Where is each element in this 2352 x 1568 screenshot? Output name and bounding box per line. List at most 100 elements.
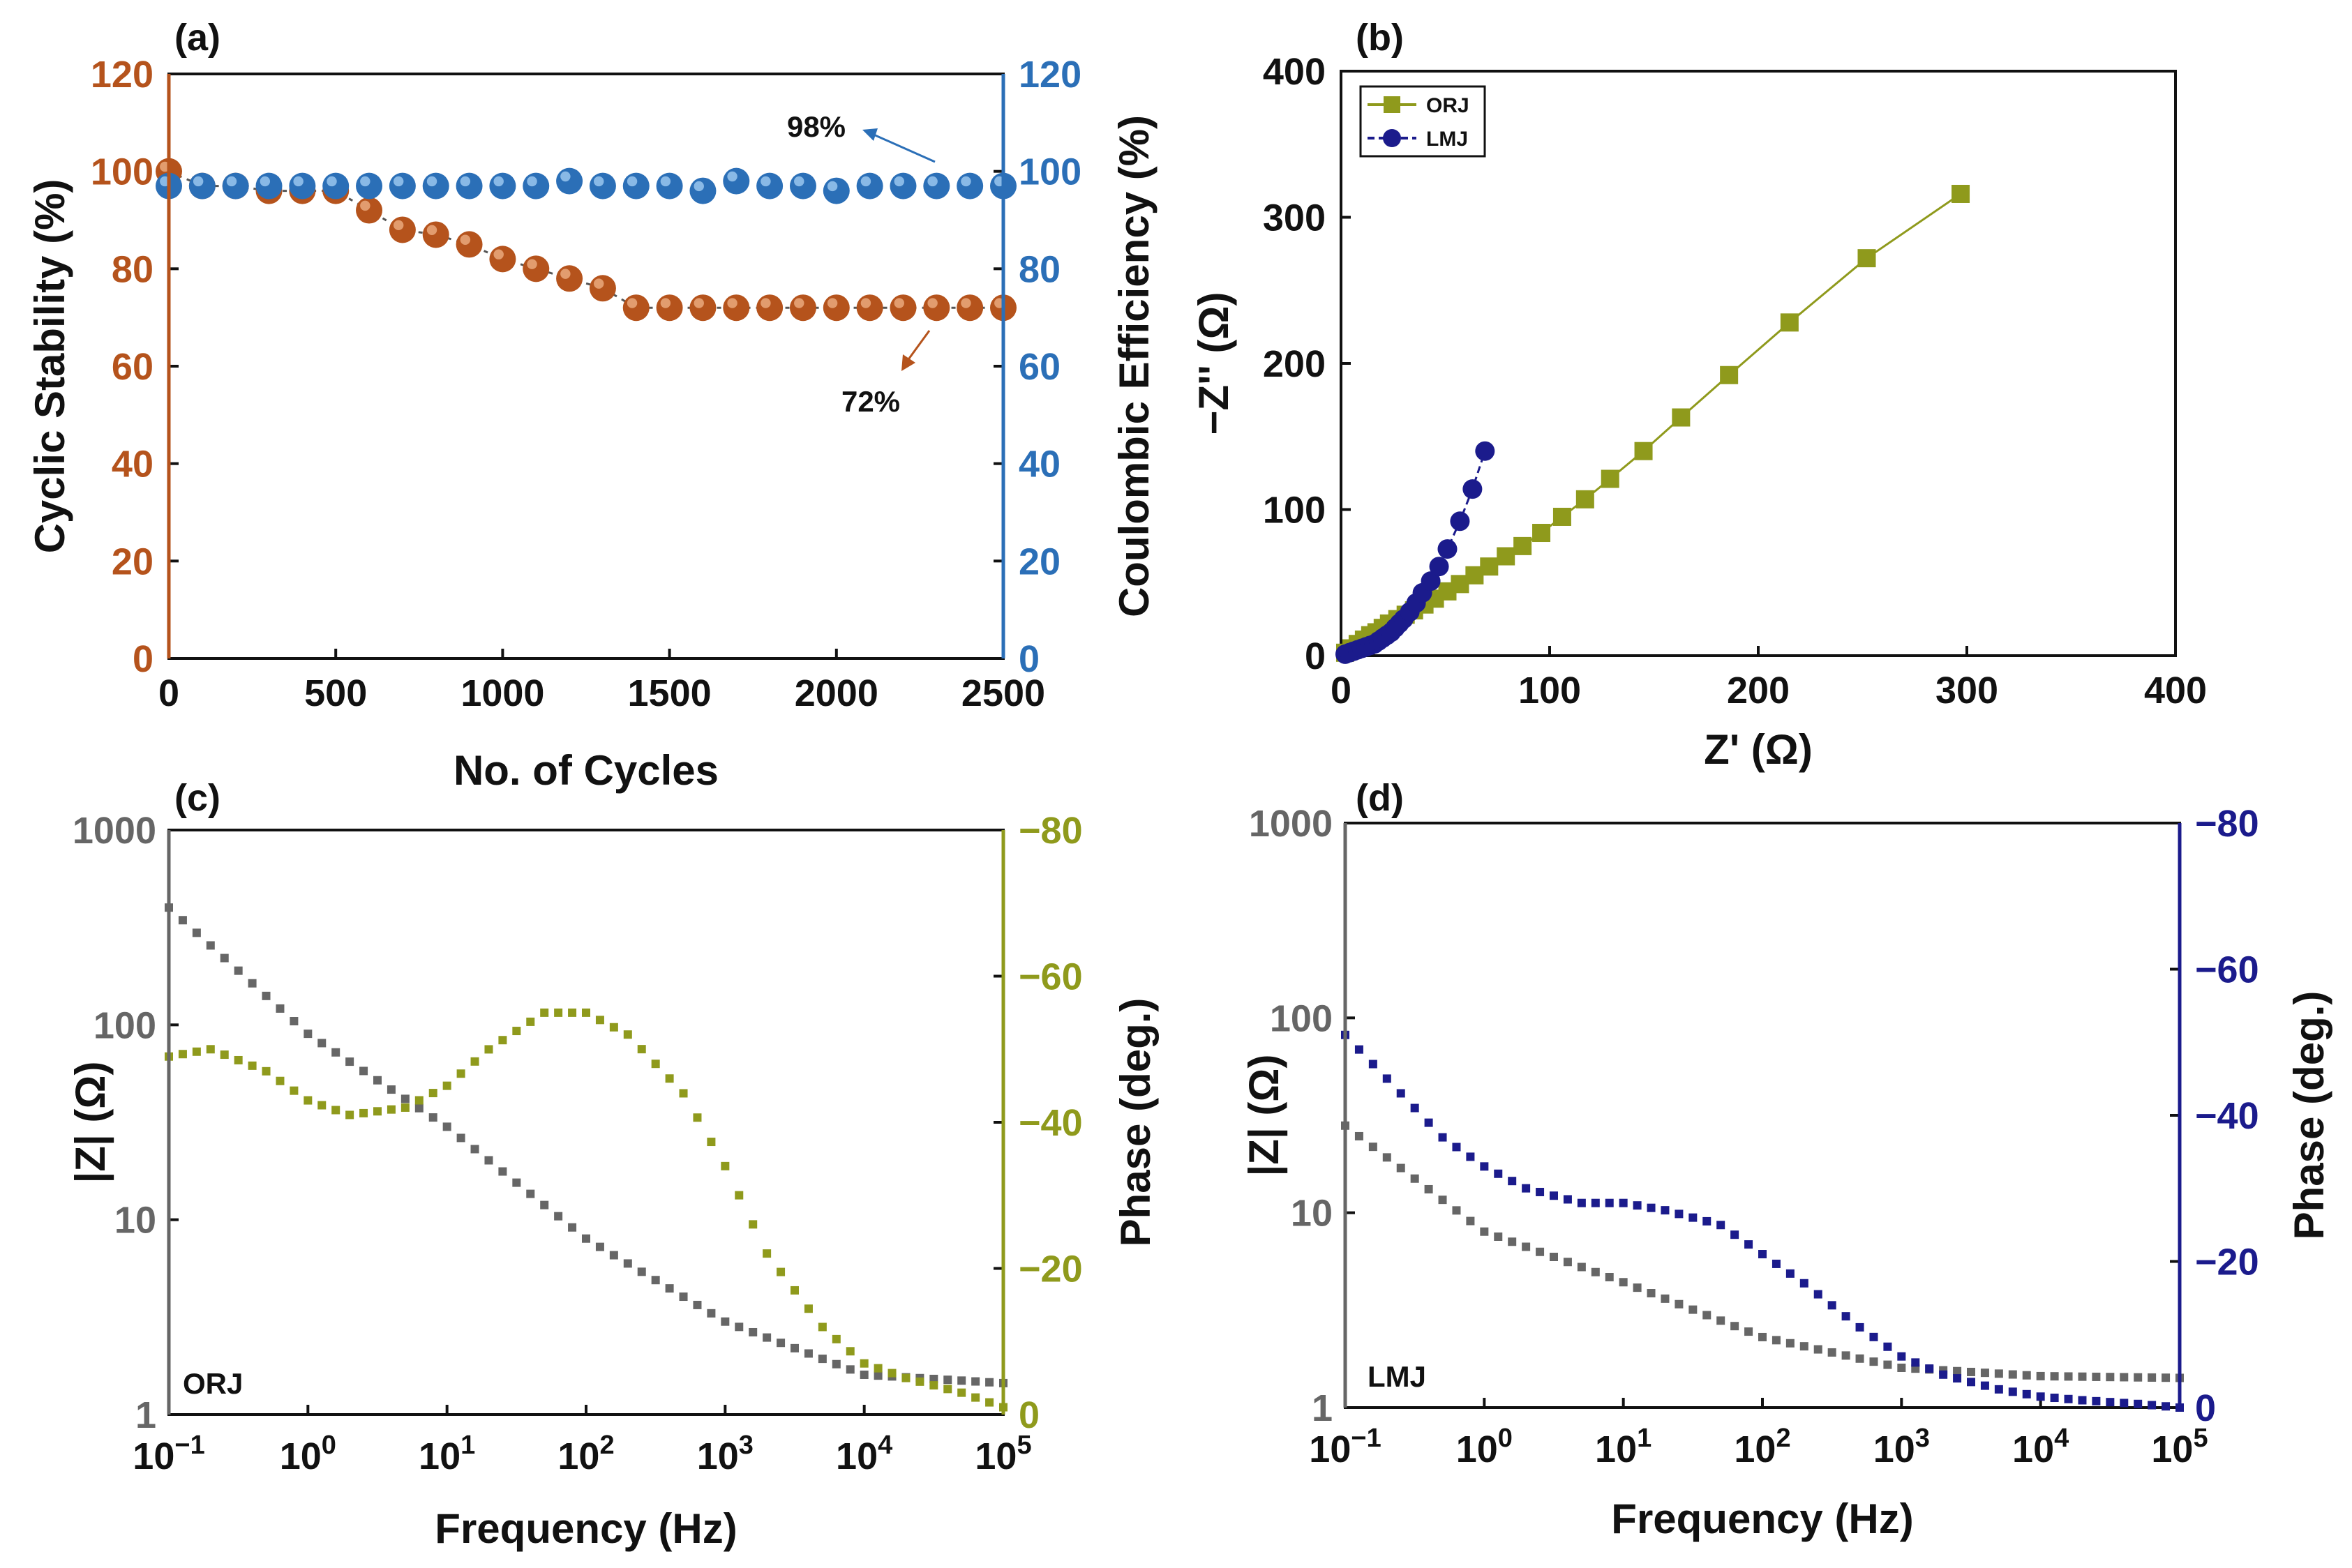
c-phase-point: [428, 1089, 437, 1098]
panel-c: (c) ORJ 10−1 100 101 102 103 104 105 1 10 100 1000…: [67, 777, 1159, 1552]
c-ylabel: |Z| (Ω): [67, 1062, 114, 1184]
b-legend: ORJ LMJ: [1359, 85, 1486, 158]
c-impedance-point: [512, 1178, 521, 1187]
a-stability-point: [823, 294, 850, 322]
c-impedance-point: [943, 1375, 952, 1385]
a-annotation-98: 98%: [787, 110, 846, 143]
b-lmj-point: [1462, 479, 1483, 499]
a-stability-point: [589, 275, 616, 302]
a-y2tick-label: 40: [1019, 444, 1061, 485]
d-phase-point: [1410, 1103, 1419, 1113]
a-xtick-label: 0: [158, 672, 179, 714]
d-impedance-point: [2022, 1371, 2031, 1380]
c-xtick-label: 104: [836, 1431, 892, 1477]
d-phase-point: [1494, 1169, 1503, 1178]
c-phase-point: [721, 1161, 730, 1170]
c-impedance-point: [178, 916, 187, 925]
d-impedance-point: [2008, 1370, 2017, 1379]
a-efficiency-point-highlight: [327, 176, 337, 187]
d-phase-point: [1577, 1198, 1586, 1207]
panel-d-label: (d): [1356, 777, 1404, 819]
d-phase-point: [1994, 1385, 2003, 1394]
c-impedance-point: [220, 953, 229, 963]
d-phase-point: [1438, 1133, 1447, 1142]
a-y2label: Coulombic Efficiency (%): [1111, 115, 1158, 617]
d-phase-point: [1939, 1370, 1948, 1379]
c-impedance-point: [540, 1200, 549, 1209]
c-phase-point: [595, 1016, 604, 1025]
c-impedance-point: [192, 928, 201, 937]
a-efficiency-point-highlight: [827, 181, 838, 192]
d-phase-point: [1647, 1203, 1656, 1212]
c-impedance-point: [442, 1122, 451, 1131]
c-phase-point: [887, 1369, 897, 1378]
c-impedance-point: [304, 1030, 313, 1039]
c-xtick-label: 101: [419, 1431, 475, 1477]
a-stability-point: [489, 246, 516, 273]
d-phase-point: [1911, 1358, 1920, 1367]
d-impedance-point: [1563, 1258, 1572, 1267]
a-efficiency-point: [255, 172, 283, 199]
d-impedance-point: [1869, 1357, 1878, 1366]
a-efficiency-point-highlight: [226, 176, 237, 187]
c-impedance-point: [582, 1234, 590, 1243]
c-impedance-point: [971, 1377, 980, 1386]
a-stability-point: [456, 231, 483, 258]
d-phase-point: [1424, 1118, 1433, 1127]
a-ytick-label: 80: [112, 248, 153, 290]
b-lmj-point: [1475, 441, 1495, 461]
b-ytick-label: 100: [1263, 490, 1326, 532]
c-phase-point: [874, 1364, 883, 1373]
c-phase-point: [276, 1076, 285, 1085]
c-phase-point: [860, 1359, 869, 1368]
d-impedance-point: [1480, 1227, 1489, 1236]
a-efficiency-point: [923, 172, 950, 199]
a-stability-point-highlight: [961, 298, 971, 308]
a-efficiency-point: [957, 172, 984, 199]
c-phase-point: [777, 1267, 786, 1276]
c-phase-point: [248, 1061, 257, 1070]
c-ytick-label: 10: [114, 1200, 156, 1242]
a-stability-point-highlight: [894, 298, 904, 308]
d-y2tick-label: 0: [2195, 1387, 2216, 1429]
d-phase-point: [2106, 1398, 2115, 1407]
d-impedance-point: [1758, 1332, 1767, 1341]
a-efficiency-point-highlight: [293, 176, 304, 187]
c-y2label: Phase (deg.): [1112, 998, 1159, 1247]
panel-c-inner-label: ORJ: [183, 1367, 243, 1400]
d-y2tick-label: −20: [2195, 1242, 2259, 1283]
a-efficiency-point: [523, 172, 550, 199]
d-phase-point: [1675, 1209, 1684, 1219]
c-phase-point: [915, 1377, 924, 1386]
panel-d-frame: [1344, 822, 2181, 1409]
c-phase-point: [679, 1089, 688, 1098]
a-efficiency-point-highlight: [260, 176, 271, 187]
c-phase-point: [192, 1047, 201, 1056]
d-impedance-point: [1744, 1327, 1753, 1336]
d-phase-point: [1925, 1364, 1934, 1373]
c-phase-point: [568, 1008, 577, 1017]
d-impedance-point: [1494, 1232, 1503, 1241]
a-ytick-label: 120: [91, 54, 153, 96]
c-phase-point: [442, 1081, 451, 1090]
a-stability-point: [622, 294, 650, 322]
d-impedance-point: [1785, 1339, 1795, 1348]
d-impedance-point: [2134, 1373, 2143, 1382]
c-phase-point: [400, 1103, 410, 1112]
d-phase-point: [1702, 1216, 1711, 1226]
d-impedance-point: [1967, 1367, 1975, 1376]
a-efficiency-point: [622, 172, 650, 199]
c-impedance-point: [707, 1309, 716, 1318]
d-impedance-point: [1605, 1273, 1614, 1282]
c-phase-point: [791, 1286, 799, 1295]
d-ylabel: |Z| (Ω): [1241, 1055, 1288, 1177]
d-y2tick-label: −80: [2195, 803, 2259, 845]
a-stability-point-highlight: [393, 220, 404, 231]
d-y2tick-label: −40: [2195, 1095, 2259, 1137]
a-stability-point-highlight: [627, 298, 638, 308]
a-stability-point: [890, 294, 917, 322]
c-phase-point: [290, 1086, 299, 1095]
c-phase-point: [693, 1113, 702, 1122]
d-xtick-label: 102: [1734, 1424, 1790, 1470]
a-efficiency-point-highlight: [193, 176, 204, 187]
